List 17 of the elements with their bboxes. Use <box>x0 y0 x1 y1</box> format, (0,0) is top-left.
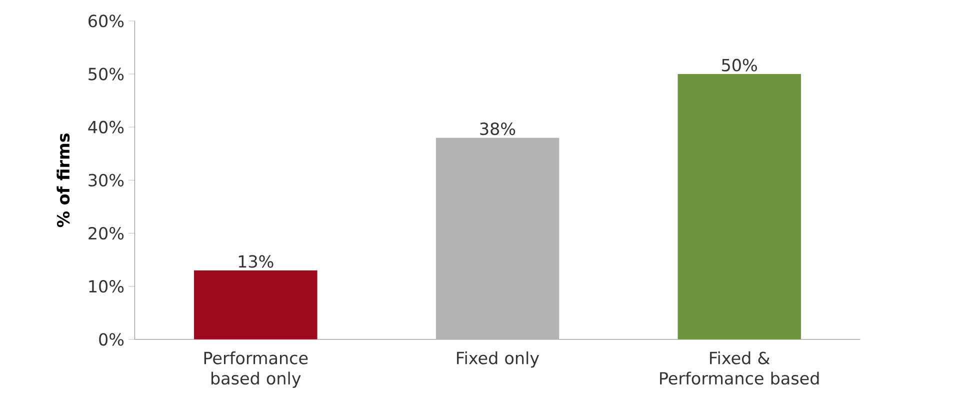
x-tick-label: Performance based only <box>204 351 308 388</box>
y-tick-label: 20% <box>88 226 124 240</box>
bar <box>436 138 560 340</box>
y-tick-label: 50% <box>88 68 124 80</box>
x-tick-label: Fixed & Performance based <box>660 351 819 384</box>
y-tick-label: 60% <box>88 14 124 28</box>
data-label: 13% <box>238 254 274 268</box>
x-tick-label: Fixed only <box>457 351 540 368</box>
bar <box>194 270 318 340</box>
y-axis-title: % of firms <box>56 133 70 227</box>
y-tick-label: 0% <box>99 332 124 346</box>
data-label: 38% <box>480 122 516 135</box>
bar <box>678 74 801 340</box>
y-tick-label: 10% <box>89 280 124 292</box>
y-tick-label: 30% <box>88 174 124 186</box>
data-label: 50% <box>722 58 757 72</box>
y-tick-label: 40% <box>88 120 124 134</box>
